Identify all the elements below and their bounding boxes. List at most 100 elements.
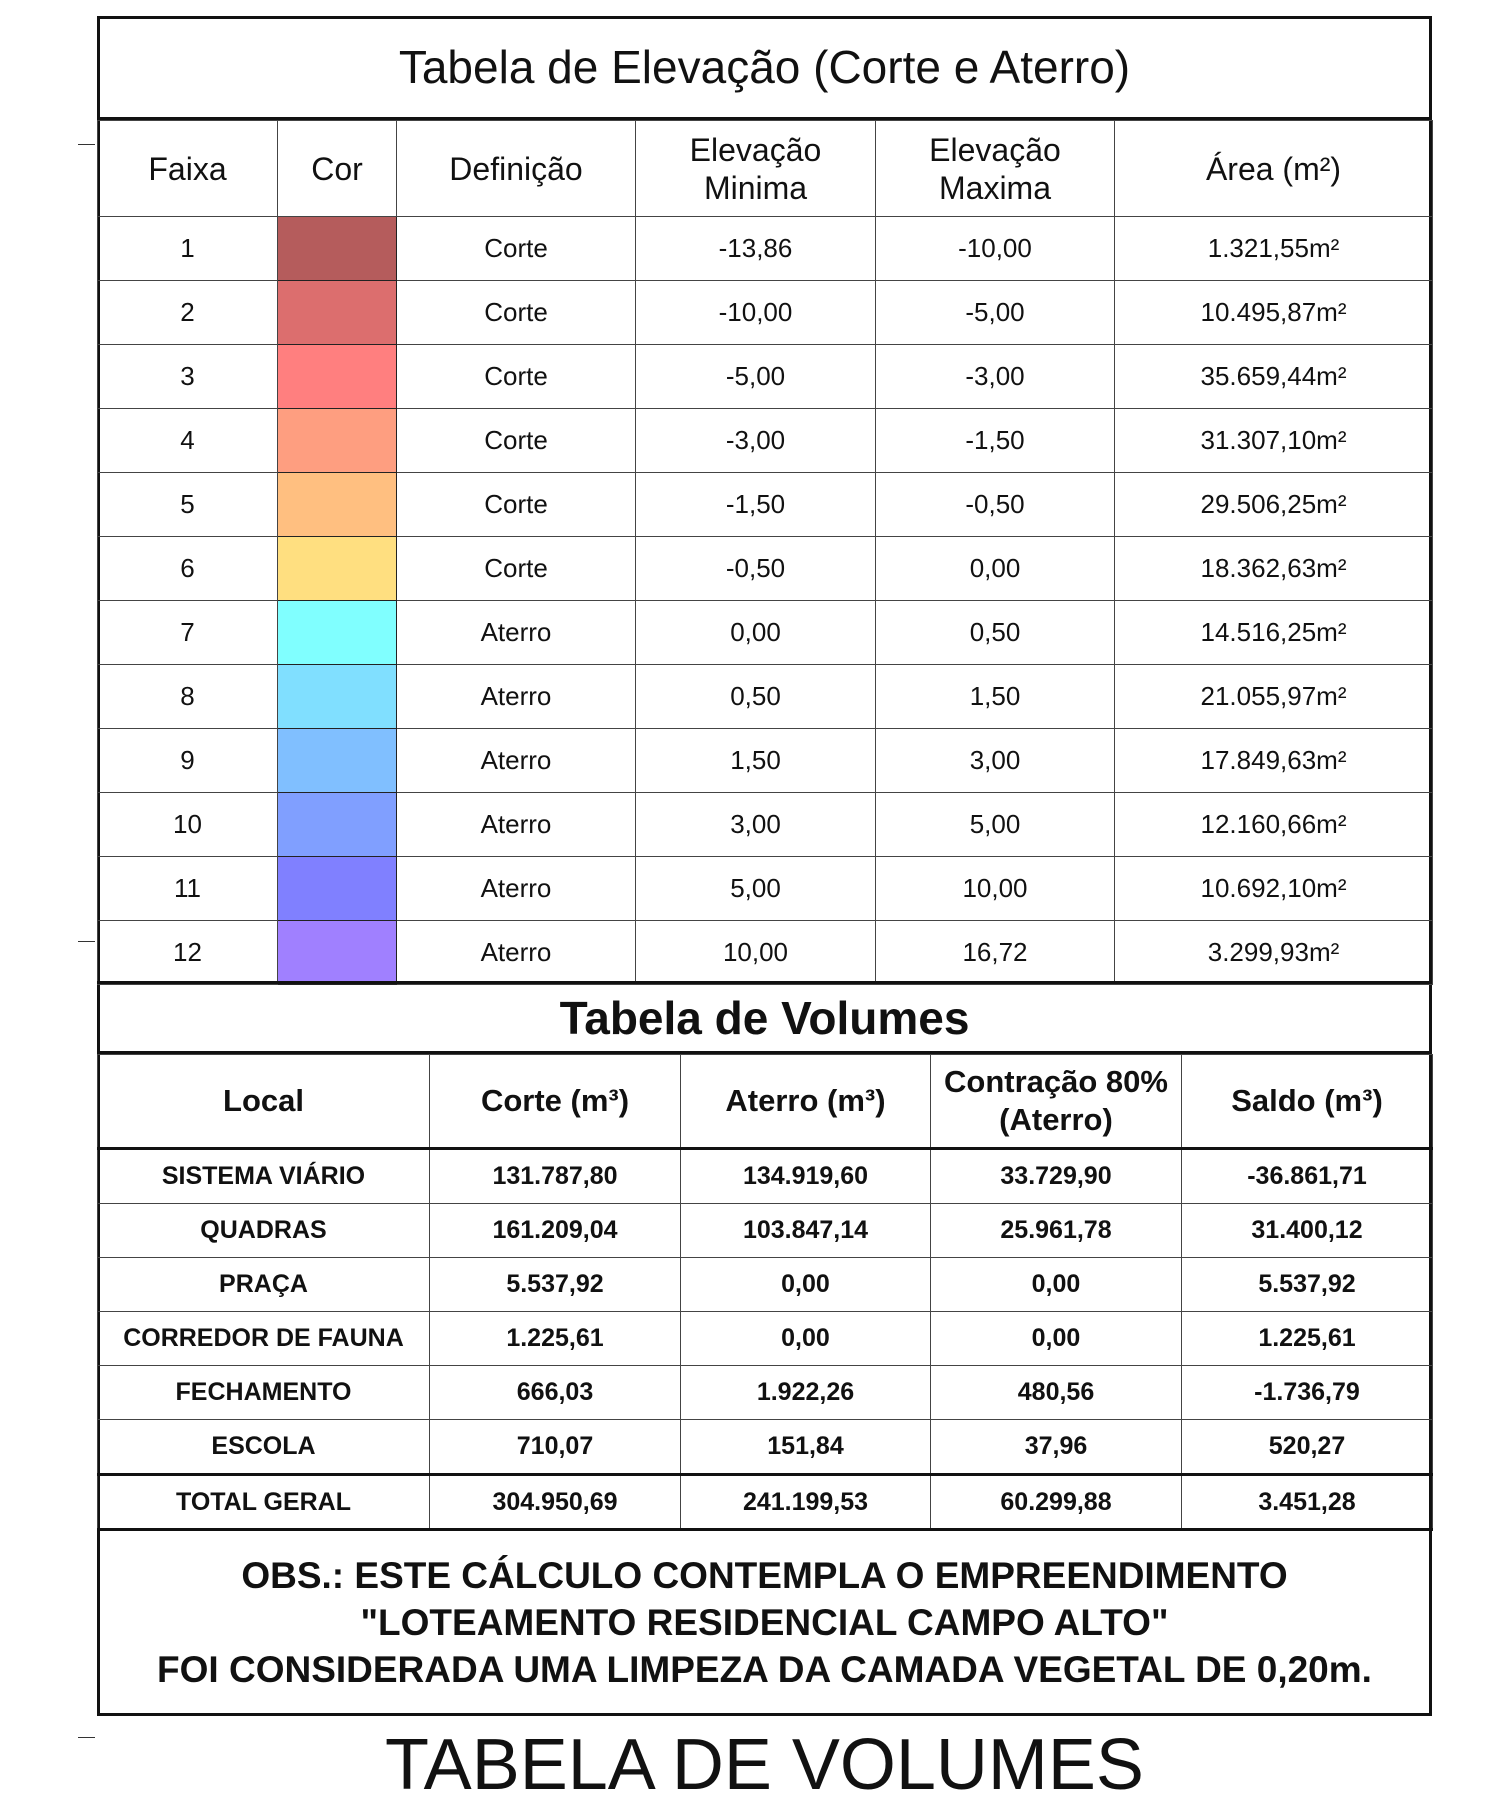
table-row: 1 Corte -13,86 -10,00 1.321,55m²: [97, 216, 1433, 281]
table-row: QUADRAS 161.209,04 103.847,14 25.961,78 31.4…: [97, 1203, 1433, 1258]
definicao-cell: Corte: [396, 216, 636, 281]
corte-cell: 131.787,80: [429, 1148, 681, 1204]
table-row: ESCOLA 710,07 151,84 37,96 520,27: [97, 1419, 1433, 1475]
elevacao-maxima-cell: -5,00: [875, 280, 1115, 345]
faixa-cell: 9: [97, 728, 278, 793]
area-cell: 21.055,97m²: [1114, 664, 1433, 729]
volume-header-row: Local Corte (m³) Aterro (m³) Contração 80% …: [97, 1054, 1433, 1150]
table-row: 9 Aterro 1,50 3,00 17.849,63m²: [97, 728, 1433, 793]
elevacao-maxima-cell: 5,00: [875, 792, 1115, 857]
elevacao-minima-cell: 0,50: [635, 664, 876, 729]
local-cell: CORREDOR DE FAUNA: [97, 1311, 430, 1366]
saldo-cell: 520,27: [1181, 1419, 1433, 1475]
table-row: 5 Corte -1,50 -0,50 29.506,25m²: [97, 472, 1433, 537]
contracao-cell: 60.299,88: [930, 1473, 1182, 1531]
contracao-cell: 37,96: [930, 1419, 1182, 1475]
area-cell: 29.506,25m²: [1114, 472, 1433, 537]
table-row: SISTEMA VIÁRIO 131.787,80 134.919,60 33.729…: [97, 1148, 1433, 1204]
elevacao-minima-cell: -1,50: [635, 472, 876, 537]
corte-cell: 710,07: [429, 1419, 681, 1475]
table-row: PRAÇA 5.537,92 0,00 0,00 5.537,92: [97, 1257, 1433, 1312]
saldo-cell: 31.400,12: [1181, 1203, 1433, 1258]
elevacao-maxima-cell: -10,00: [875, 216, 1115, 281]
table-row: 2 Corte -10,00 -5,00 10.495,87m²: [97, 280, 1433, 345]
footer-title: TABELA DE VOLUMES: [385, 1725, 1144, 1805]
elevation-header-row: Faixa Cor Definição Elevação Minima Elevação…: [97, 120, 1433, 217]
faixa-cell: 6: [97, 536, 278, 601]
faixa-cell: 8: [97, 664, 278, 729]
elevacao-maxima-cell: 1,50: [875, 664, 1115, 729]
color-swatch: [277, 664, 397, 729]
color-swatch: [277, 280, 397, 345]
elevacao-maxima-cell: -1,50: [875, 408, 1115, 473]
elevacao-maxima-cell: -3,00: [875, 344, 1115, 409]
color-swatch: [277, 536, 397, 601]
elevacao-minima-cell: 10,00: [635, 920, 876, 985]
volume-table-title: Tabela de Volumes: [97, 981, 1432, 1054]
table-row: 11 Aterro 5,00 10,00 10.692,10m²: [97, 856, 1433, 921]
saldo-cell: -36.861,71: [1181, 1148, 1433, 1204]
observation-note: OBS.: ESTE CÁLCULO CONTEMPLA O EMPREENDI…: [97, 1527, 1432, 1717]
column-header: Cor: [277, 120, 397, 217]
column-header: Área (m²): [1114, 120, 1433, 217]
elevacao-minima-cell: -0,50: [635, 536, 876, 601]
definicao-cell: Corte: [396, 280, 636, 345]
column-header: Saldo (m³): [1181, 1054, 1433, 1150]
contracao-cell: 0,00: [930, 1311, 1182, 1366]
saldo-cell: -1.736,79: [1181, 1365, 1433, 1420]
elevacao-maxima-cell: 10,00: [875, 856, 1115, 921]
contracao-cell: 480,56: [930, 1365, 1182, 1420]
corte-cell: 666,03: [429, 1365, 681, 1420]
observation-line: OBS.: ESTE CÁLCULO CONTEMPLA O EMPREENDI…: [241, 1554, 1288, 1596]
color-swatch: [277, 920, 397, 985]
color-swatch: [277, 856, 397, 921]
saldo-cell: 1.225,61: [1181, 1311, 1433, 1366]
aterro-cell: 151,84: [680, 1419, 931, 1475]
area-cell: 3.299,93m²: [1114, 920, 1433, 985]
observation-line: FOI CONSIDERADA UMA LIMPEZA DA CAMADA VE…: [157, 1648, 1372, 1690]
corte-cell: 5.537,92: [429, 1257, 681, 1312]
elevation-table: Faixa Cor Definição Elevação Minima Elevação…: [97, 120, 1433, 985]
area-cell: 12.160,66m²: [1114, 792, 1433, 857]
contracao-cell: 25.961,78: [930, 1203, 1182, 1258]
table-row: 7 Aterro 0,00 0,50 14.516,25m²: [97, 600, 1433, 665]
area-cell: 18.362,63m²: [1114, 536, 1433, 601]
definicao-cell: Aterro: [396, 792, 636, 857]
faixa-cell: 11: [97, 856, 278, 921]
definicao-cell: Aterro: [396, 856, 636, 921]
definicao-cell: Corte: [396, 472, 636, 537]
elevacao-maxima-cell: 0,00: [875, 536, 1115, 601]
total-row: TOTAL GERAL 304.950,69 241.199,53 60.299,88…: [97, 1473, 1433, 1531]
aterro-cell: 0,00: [680, 1311, 931, 1366]
local-cell: FECHAMENTO: [97, 1365, 430, 1420]
faixa-cell: 5: [97, 472, 278, 537]
column-header: Definição: [396, 120, 636, 217]
corte-cell: 304.950,69: [429, 1473, 681, 1531]
table-row: 12 Aterro 10,00 16,72 3.299,93m²: [97, 920, 1433, 985]
table-row: 10 Aterro 3,00 5,00 12.160,66m²: [97, 792, 1433, 857]
area-cell: 17.849,63m²: [1114, 728, 1433, 793]
definicao-cell: Aterro: [396, 600, 636, 665]
color-swatch: [277, 216, 397, 281]
definicao-cell: Corte: [396, 536, 636, 601]
definicao-cell: Corte: [396, 408, 636, 473]
aterro-cell: 1.922,26: [680, 1365, 931, 1420]
elevacao-maxima-cell: 3,00: [875, 728, 1115, 793]
faixa-cell: 2: [97, 280, 278, 345]
faixa-cell: 12: [97, 920, 278, 985]
faixa-cell: 1: [97, 216, 278, 281]
elevation-table-title: Tabela de Elevação (Corte e Aterro): [97, 16, 1432, 120]
elevacao-minima-cell: -3,00: [635, 408, 876, 473]
area-cell: 14.516,25m²: [1114, 600, 1433, 665]
local-cell: TOTAL GERAL: [97, 1473, 430, 1531]
area-cell: 1.321,55m²: [1114, 216, 1433, 281]
elevacao-minima-cell: 1,50: [635, 728, 876, 793]
elevacao-minima-cell: -10,00: [635, 280, 876, 345]
area-cell: 10.495,87m²: [1114, 280, 1433, 345]
table-row: FECHAMENTO 666,03 1.922,26 480,56 -1.736,79: [97, 1365, 1433, 1420]
column-header: Aterro (m³): [680, 1054, 931, 1150]
faixa-cell: 10: [97, 792, 278, 857]
local-cell: QUADRAS: [97, 1203, 430, 1258]
contracao-cell: 0,00: [930, 1257, 1182, 1312]
area-cell: 10.692,10m²: [1114, 856, 1433, 921]
